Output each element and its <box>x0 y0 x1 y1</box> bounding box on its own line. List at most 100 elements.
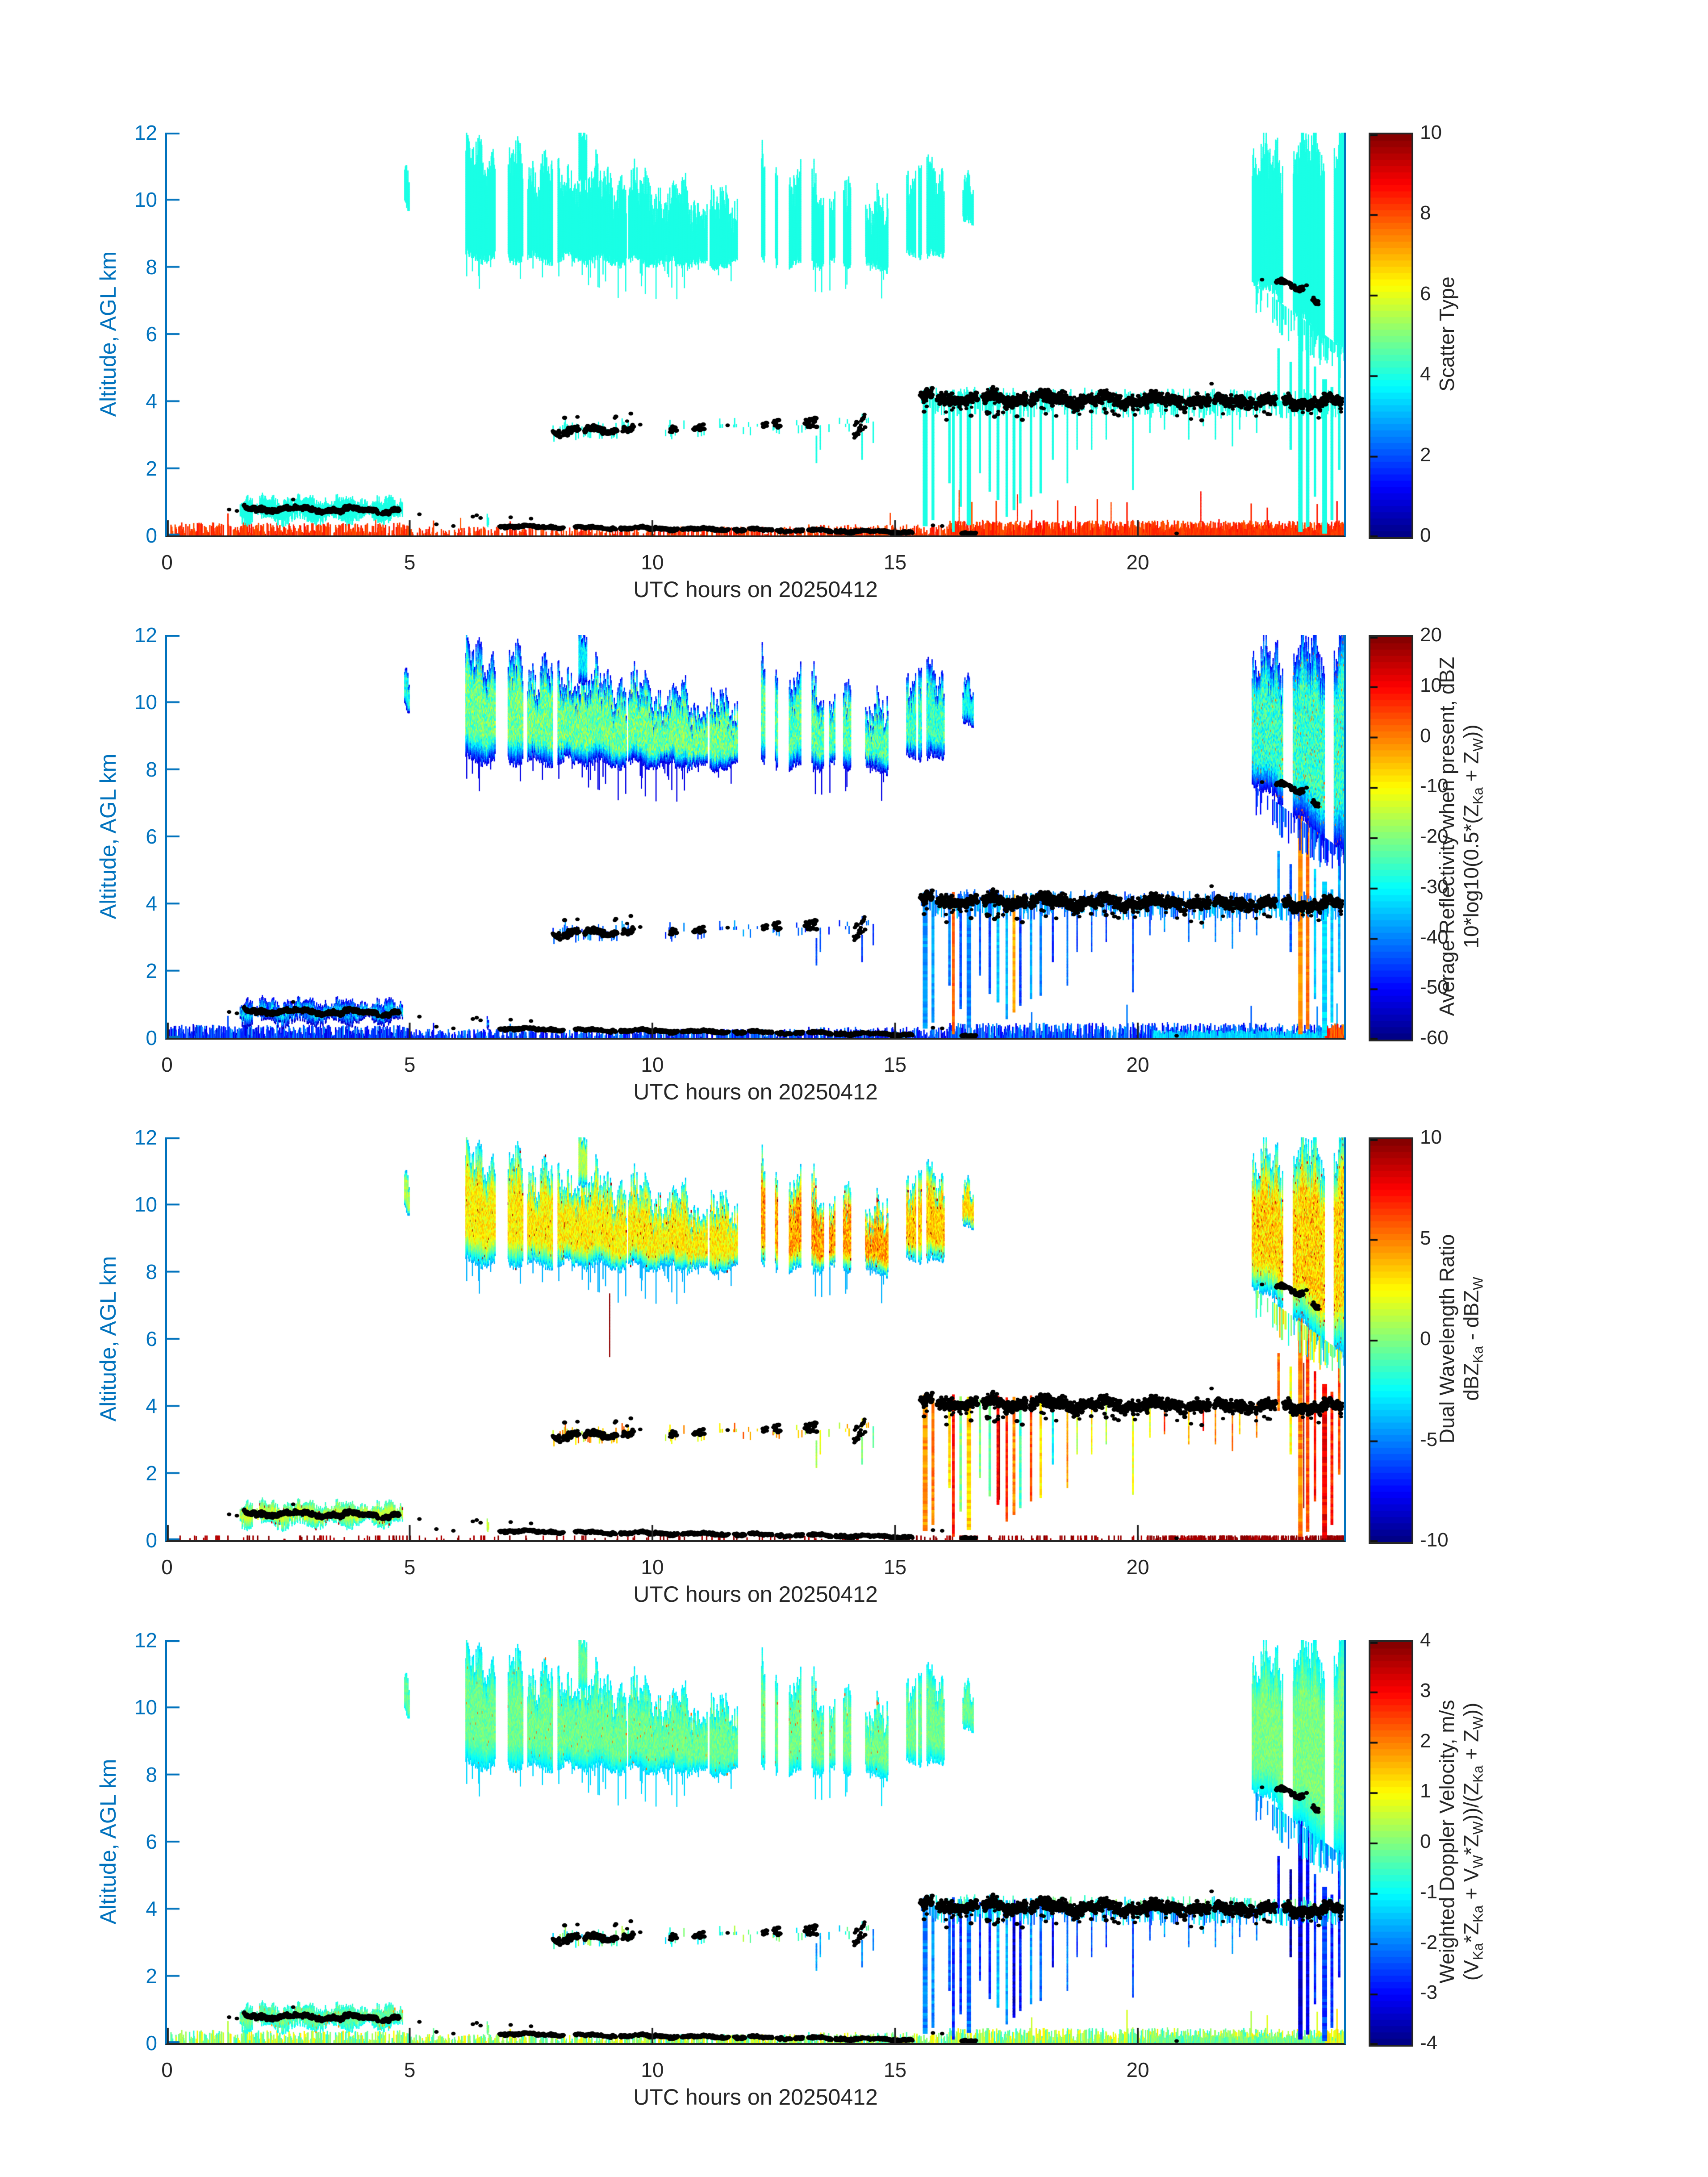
colorbar-label-line: Weighted Doppler Velocity, m/s <box>1435 1700 1458 1984</box>
colorbar-tick-label: -60 <box>1420 1027 1449 1049</box>
x-tick-label: 10 <box>641 2058 664 2081</box>
x-axis-label: UTC hours on 20250412 <box>633 1079 878 1104</box>
y-tick-label: 6 <box>146 322 157 346</box>
colorbar-tick-label: 5 <box>1420 1227 1431 1249</box>
colorbar-tick-label: 0 <box>1420 1328 1431 1350</box>
colorbar-tick-label: 10 <box>1420 1126 1442 1148</box>
colorbar-tick-label: -10 <box>1420 1529 1449 1551</box>
x-tick-label: 0 <box>161 1555 173 1579</box>
x-axis-label: UTC hours on 20250412 <box>633 1582 878 1607</box>
colorbar-tick-label: 2 <box>1420 443 1431 466</box>
y-tick-label: 12 <box>134 121 157 144</box>
colorbar-canvas <box>1370 1139 1412 1542</box>
colorbar-dual-wavelength-ratio <box>1369 1137 1413 1544</box>
colorbar-tick-label: 10 <box>1420 121 1442 143</box>
colorbar-label-line: Average Reflectivity when present, dBZ <box>1435 656 1458 1016</box>
colorbar-tick-label: 1 <box>1420 1780 1431 1802</box>
y-tick-label: 8 <box>146 757 157 781</box>
x-tick-label: 5 <box>404 1053 416 1076</box>
colorbar-tick-label: -5 <box>1420 1428 1438 1450</box>
colorbar-tick-label: 0 <box>1420 524 1431 546</box>
colorbar-tick-label: -20 <box>1420 825 1449 847</box>
plot-canvas-scatter-type <box>167 133 1344 535</box>
panel-dual-wavelength-ratio: Altitude, AGL km 0 2 4 6 8 10 12 0 5 10 15 20 UTC … <box>0 1126 1708 1646</box>
colorbar-canvas <box>1370 1642 1412 2045</box>
colorbar-scatter-type <box>1369 133 1413 539</box>
y-tick-label: 8 <box>146 1260 157 1283</box>
colorbar-tick-label: 4 <box>1420 1629 1431 1651</box>
colorbar-tick-label: 10 <box>1420 674 1442 696</box>
x-tick-label: 0 <box>161 2058 173 2081</box>
y-tick-label: 6 <box>146 1830 157 1853</box>
y-tick-label: 12 <box>134 1126 157 1149</box>
plot-canvas-dual-wavelength-ratio <box>167 1137 1344 1540</box>
y-tick-label: 0 <box>146 1026 157 1049</box>
y-tick-label: 0 <box>146 2031 157 2055</box>
y-tick-label: 2 <box>146 959 157 982</box>
colorbar-reflectivity <box>1369 635 1413 1041</box>
colorbar-label-line: dBZKa - dBZW <box>1459 1277 1486 1401</box>
x-tick-label: 5 <box>404 2058 416 2081</box>
x-tick-label: 5 <box>404 551 416 574</box>
x-axis-label: UTC hours on 20250412 <box>633 2085 878 2110</box>
y-tick-label: 4 <box>146 1394 157 1418</box>
colorbar-tick-label: -4 <box>1420 2032 1438 2054</box>
x-tick-label: 15 <box>883 1053 907 1076</box>
colorbar-tick-label: 3 <box>1420 1679 1431 1701</box>
y-tick-label: 12 <box>134 623 157 647</box>
x-tick-label: 15 <box>883 2058 907 2081</box>
x-tick-label: 20 <box>1126 1053 1149 1076</box>
plot-canvas-reflectivity <box>167 635 1344 1038</box>
x-tick-label: 20 <box>1126 551 1149 574</box>
y-tick-label: 4 <box>146 389 157 413</box>
x-tick-label: 10 <box>641 551 664 574</box>
colorbar-tick-label: -40 <box>1420 926 1449 948</box>
panel-doppler-velocity: Altitude, AGL km 0 2 4 6 8 10 12 0 5 10 15 20 UTC … <box>0 1629 1708 2148</box>
colorbar-tick-label: 6 <box>1420 282 1431 305</box>
y-tick-label: 2 <box>146 1964 157 1988</box>
colorbar-label-line: 10*log10(0.5*(ZKa + ZW)) <box>1459 724 1486 949</box>
y-tick-label: 2 <box>146 456 157 480</box>
plot-area <box>165 1640 1346 2045</box>
x-tick-label: 15 <box>883 1555 907 1579</box>
y-tick-label: 2 <box>146 1461 157 1485</box>
y-tick-label: 6 <box>146 1327 157 1350</box>
y-tick-label: 4 <box>146 1897 157 1921</box>
y-tick-label: 10 <box>134 1193 157 1216</box>
y-tick-label: 10 <box>134 690 157 714</box>
y-tick-label: 10 <box>134 188 157 212</box>
panel-reflectivity: Altitude, AGL km 0 2 4 6 8 10 12 0 5 10 15 20 UTC … <box>0 623 1708 1143</box>
y-tick-label: 8 <box>146 1763 157 1786</box>
colorbar-tick-label: -10 <box>1420 775 1449 797</box>
x-tick-label: 0 <box>161 551 173 574</box>
x-tick-label: 20 <box>1126 2058 1149 2081</box>
colorbar-tick-label: 0 <box>1420 1830 1431 1852</box>
x-tick-label: 20 <box>1126 1555 1149 1579</box>
y-tick-label: 10 <box>134 1696 157 1719</box>
colorbar-tick-label: -30 <box>1420 875 1449 898</box>
x-axis-label: UTC hours on 20250412 <box>633 577 878 602</box>
colorbar-tick-label: -1 <box>1420 1880 1438 1903</box>
colorbar-tick-label: 2 <box>1420 1730 1431 1752</box>
y-tick-label: 0 <box>146 524 157 547</box>
panel-scatter-type: Altitude, AGL km 0 2 4 6 8 10 12 0 5 10 15 20 UTC … <box>0 121 1708 641</box>
y-tick-label: 8 <box>146 255 157 279</box>
y-tick-label: 0 <box>146 1529 157 1552</box>
colorbar-doppler-velocity <box>1369 1640 1413 2047</box>
y-tick-label: 4 <box>146 892 157 915</box>
plot-area <box>165 1137 1346 1542</box>
colorbar-canvas <box>1370 134 1412 537</box>
colorbar-canvas <box>1370 637 1412 1040</box>
x-tick-label: 5 <box>404 1555 416 1579</box>
y-tick-label: 12 <box>134 1629 157 1652</box>
colorbar-tick-label: 20 <box>1420 624 1442 646</box>
x-tick-label: 15 <box>883 551 907 574</box>
plot-area <box>165 635 1346 1040</box>
colorbar-label-line: Dual Wavelength Ratio <box>1435 1234 1458 1444</box>
x-tick-label: 10 <box>641 1555 664 1579</box>
colorbar-tick-label: -3 <box>1420 1981 1438 2004</box>
colorbar-tick-label: 0 <box>1420 724 1431 747</box>
colorbar-tick-label: -50 <box>1420 976 1449 999</box>
x-tick-label: 0 <box>161 1053 173 1076</box>
colorbar-tick-label: -2 <box>1420 1931 1438 1953</box>
